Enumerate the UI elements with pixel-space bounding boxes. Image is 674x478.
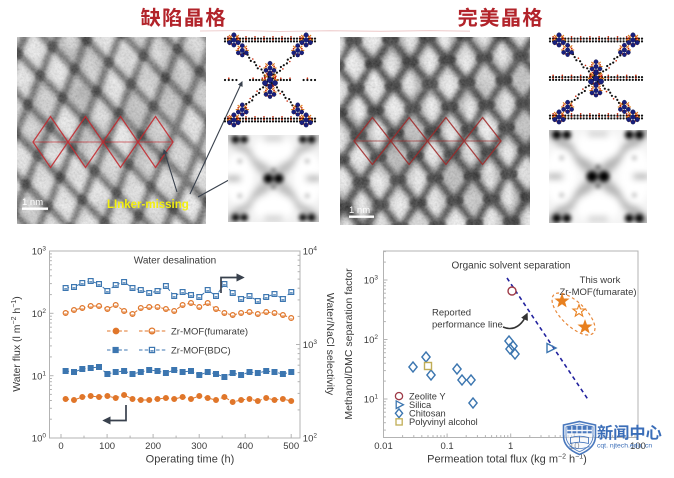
svg-text:Zr-MOF(fumarate): Zr-MOF(fumarate) (171, 327, 248, 338)
svg-text:Operating time (h): Operating time (h) (146, 454, 235, 466)
svg-text:Water/NaCl selectivity: Water/NaCl selectivity (324, 293, 336, 396)
svg-text:Water desalination: Water desalination (134, 256, 216, 267)
svg-text:This work: This work (580, 275, 621, 286)
svg-text:Methanol/DMC separation factor: Methanol/DMC separation factor (343, 268, 355, 420)
svg-text:400: 400 (237, 441, 253, 452)
svg-text:Zr-MOF(fumarate): Zr-MOF(fumarate) (559, 287, 636, 298)
svg-text:1 nm: 1 nm (349, 205, 370, 216)
svg-text:100: 100 (99, 441, 115, 452)
svg-text:Organic solvent separation: Organic solvent separation (452, 261, 571, 272)
svg-text:1: 1 (508, 441, 513, 452)
svg-text:0: 0 (58, 441, 63, 452)
svg-text:200: 200 (145, 441, 161, 452)
svg-text:Reported: Reported (432, 308, 471, 319)
svg-text:Water flux (l m−2 h−1): Water flux (l m−2 h−1) (11, 296, 23, 392)
svg-text:Polyvinyl alcohol: Polyvinyl alcohol (409, 417, 478, 427)
svg-text:Zr-MOF(BDC): Zr-MOF(BDC) (171, 346, 231, 357)
svg-text:0.1: 0.1 (440, 441, 453, 452)
svg-text:cqt. njtech.edu. cn: cqt. njtech.edu. cn (597, 443, 652, 450)
svg-text:300: 300 (191, 441, 207, 452)
svg-text:500: 500 (283, 441, 299, 452)
svg-text:1 nm: 1 nm (22, 197, 43, 208)
svg-text:performance line: performance line (432, 320, 503, 331)
svg-text:0.01: 0.01 (374, 441, 393, 452)
svg-text:LInker-missing: LInker-missing (107, 199, 189, 211)
